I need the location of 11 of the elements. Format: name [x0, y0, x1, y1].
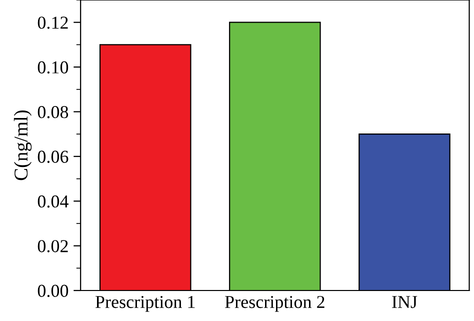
x-tick-label: Prescription 2	[225, 296, 324, 312]
y-tick-label: 0.06	[38, 150, 68, 163]
y-tick-label: 0.04	[38, 195, 68, 208]
x-tick-label: Prescription 1	[95, 296, 195, 312]
y-tick-label: 0.12	[38, 16, 68, 29]
y-axis-title: C(ng/ml)	[14, 110, 32, 180]
y-tick-label: 0.08	[38, 106, 68, 118]
y-tick-label: 0.10	[38, 61, 68, 74]
y-tick-label: 0.02	[38, 240, 68, 252]
x-tick-label: INJ	[392, 296, 418, 308]
y-tick-label: 0.00	[38, 284, 68, 298]
